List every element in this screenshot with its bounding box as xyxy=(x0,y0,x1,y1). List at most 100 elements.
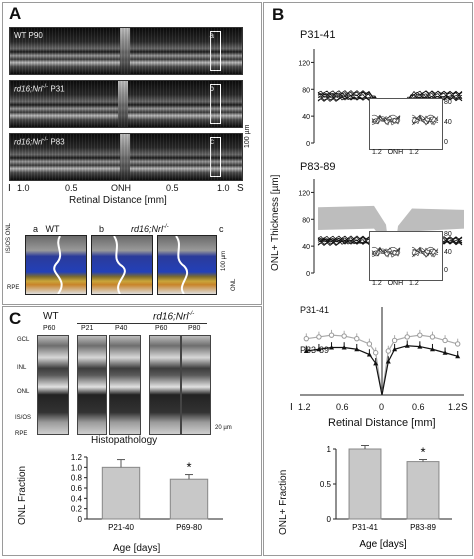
inset-trace xyxy=(371,114,439,122)
category-label: P69-80 xyxy=(176,523,202,532)
bar xyxy=(406,461,440,520)
data-point xyxy=(417,344,423,349)
zoom-label-c: c xyxy=(219,224,224,234)
panel-c: C WT rd16;Nrl-/- P60 P21 P40 P60 P80 GCL… xyxy=(2,306,262,556)
data-point xyxy=(385,359,391,364)
oct-scale-bar-label: 100 µm xyxy=(244,124,251,149)
zoom-region-box xyxy=(210,31,221,71)
mean-label-p83: P83-89 xyxy=(300,345,330,355)
x-left-marker: I xyxy=(290,402,293,413)
zoom-label-b: b xyxy=(99,224,105,234)
zoom-region-box xyxy=(210,84,221,124)
oct-tag-c: c xyxy=(210,137,214,146)
inset-plot-p83 xyxy=(369,231,443,281)
y-tick-label: 0 xyxy=(306,141,310,148)
x-axis-label: Retinal Distance [mm] xyxy=(69,195,167,206)
inset-tick: 80 xyxy=(444,99,452,106)
x-tick: 1.0 xyxy=(217,183,230,193)
age-label: P40 xyxy=(115,325,128,332)
zoom-scale-label: 100 µm xyxy=(221,250,227,271)
x-tick: 1.0 xyxy=(17,183,30,193)
histology-p60 xyxy=(149,335,181,435)
zoom-label-b-name: rd16;Nrl-/- xyxy=(131,224,169,234)
x-tick: 0.6 xyxy=(336,402,349,412)
inset-trace xyxy=(371,246,439,258)
inset-tick: 80 xyxy=(444,231,452,238)
y-tick-label: 1 xyxy=(327,445,332,454)
data-point xyxy=(354,335,360,342)
data-point xyxy=(341,333,347,339)
wt-label: WT xyxy=(43,311,59,322)
zoom-label-a: a WT xyxy=(33,224,60,234)
category-label: P83-89 xyxy=(410,523,436,532)
inset-tick: 40 xyxy=(444,249,452,256)
histology-p40 xyxy=(109,335,141,435)
x-right-marker: S xyxy=(461,402,468,413)
plot2-title: P83-89 xyxy=(300,161,336,173)
layer-label-inl: INL xyxy=(17,365,27,371)
data-point xyxy=(385,348,392,354)
y-tick-label: 0.8 xyxy=(71,474,83,483)
oct-scan-p31: rd16;Nrl-/- P31 b xyxy=(9,80,243,128)
inset-lines xyxy=(371,114,439,126)
data-point xyxy=(404,343,410,348)
oct-label-p31: rd16;Nrl-/- P31 xyxy=(14,84,65,94)
layer-label-rpe: RPE xyxy=(15,431,28,437)
histology-wt-p60 xyxy=(37,335,69,435)
x-tick: 1.2 xyxy=(448,402,461,412)
x-right-marker: S xyxy=(237,183,244,194)
data-point xyxy=(366,352,372,357)
y-tick-label: 40 xyxy=(302,114,310,121)
onl-fraction-bar-chart: 0 0.5 1 P31-41 P83-89 * Age [days] xyxy=(320,445,452,550)
layer-label-isos: IS/OS xyxy=(15,415,32,421)
data-point xyxy=(454,341,461,347)
data-point xyxy=(329,344,335,350)
y-tick-label: 120 xyxy=(298,60,310,67)
data-point xyxy=(354,346,360,352)
zoom-view-c xyxy=(157,235,217,295)
panel-b-letter: B xyxy=(272,5,285,24)
y-tick-label: 0.4 xyxy=(71,494,83,503)
x-tick: 1.2 xyxy=(298,402,311,412)
data-point xyxy=(442,350,448,355)
panel-c-letter: C xyxy=(9,309,22,328)
data-point xyxy=(373,360,379,366)
bar-title: Histopathology xyxy=(91,435,158,446)
layer-label-onl: ONL xyxy=(17,389,30,395)
oct-scan-p83: rd16;Nrl-/- P83 c xyxy=(9,133,243,181)
x-tick: 0.5 xyxy=(65,183,78,193)
data-point xyxy=(391,337,398,344)
data-point xyxy=(372,350,379,356)
inset-tick: 0 xyxy=(444,267,448,274)
histology-p80 xyxy=(181,335,211,435)
x-axis-label: Retinal Distance [mm] xyxy=(328,417,436,429)
data-point xyxy=(328,332,335,338)
inset-trace xyxy=(371,247,439,258)
data-point xyxy=(429,346,435,352)
layer-label-gcl: GCL xyxy=(17,337,30,343)
series-line xyxy=(306,345,458,396)
y-tick-label: 0.5 xyxy=(320,480,332,489)
y-tick-label: 0 xyxy=(327,515,332,524)
x-tick: ONH xyxy=(111,183,131,193)
histopathology-bar-chart: 00.2 0.40.60.8 1.01.2 P21-40 P69-80 * xyxy=(71,453,223,532)
data-point xyxy=(404,334,410,340)
inset-x: 1.2 ONH 1.2 xyxy=(372,149,419,156)
x-tick: 0 xyxy=(379,402,385,412)
y-axis-label: ONL+ Thickness [µm] xyxy=(270,174,281,271)
data-point xyxy=(303,335,310,342)
inset-tick: 40 xyxy=(444,119,452,126)
data-point xyxy=(442,337,448,344)
oct-label-p83: rd16;Nrl-/- P83 xyxy=(14,137,65,147)
x-tick: 0.6 xyxy=(412,402,425,412)
inset-x: 1.2 ONH 1.2 xyxy=(372,280,419,287)
inset-plot-p31 xyxy=(369,98,443,150)
y-tick-label: 40 xyxy=(302,244,310,251)
oct-tag-a: a xyxy=(209,31,214,40)
y-tick-label: 1.2 xyxy=(71,453,83,462)
inset-trace xyxy=(371,246,439,254)
bar xyxy=(101,466,141,520)
category-label: P31-41 xyxy=(352,523,378,532)
x-left-marker: I xyxy=(8,183,11,194)
data-point xyxy=(417,332,423,338)
